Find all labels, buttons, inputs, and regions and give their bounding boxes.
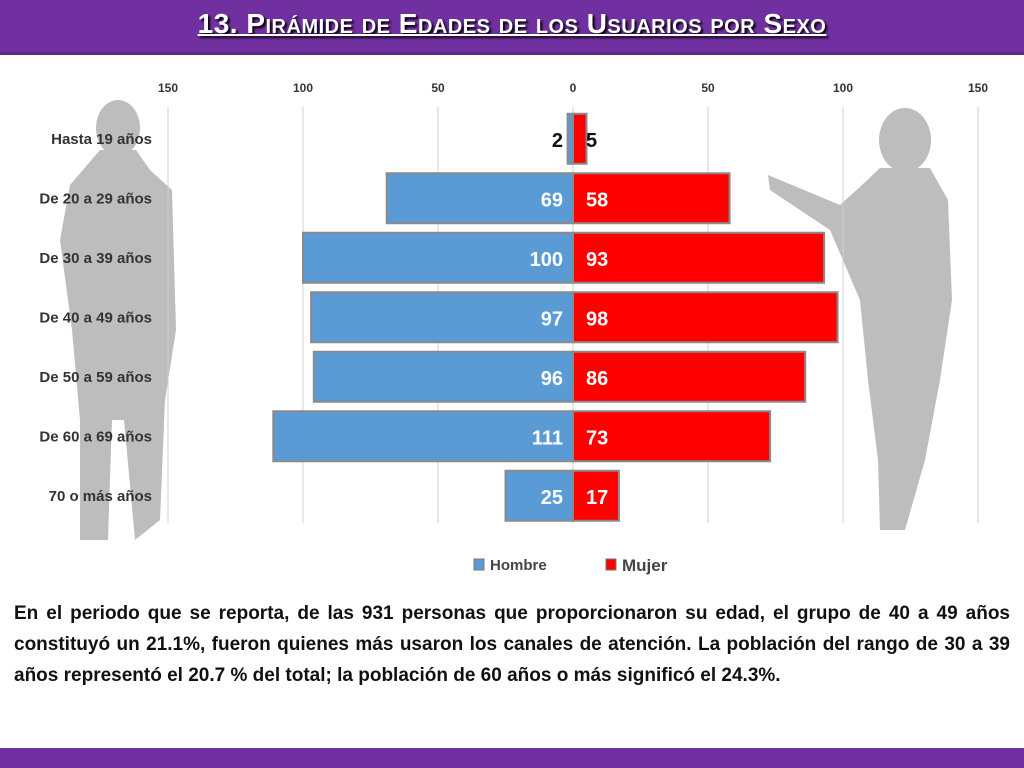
- legend-swatch-mujer: [605, 558, 617, 571]
- woman-silhouette-icon: [768, 108, 952, 530]
- mujer-bar: [572, 172, 731, 225]
- mujer-bar: [572, 291, 839, 344]
- x-tick-label: 0: [570, 81, 577, 95]
- hombre-bar: [385, 172, 575, 225]
- mujer-value-label: 58: [586, 189, 608, 211]
- mujer-bar: [572, 112, 588, 165]
- page-title-text: 13. Pirámide de Edades de los Usuarios p…: [197, 8, 827, 39]
- x-tick-label: 100: [293, 81, 313, 95]
- mujer-value-label: 5: [586, 130, 597, 152]
- category-label: De 50 a 59 años: [39, 369, 152, 386]
- age-pyramid-chart: 150 100 50 0 50 100 150 Hasta 19 años De 20 a 2…: [39, 81, 988, 575]
- header-bar: [0, 0, 1024, 52]
- x-tick-label: 50: [431, 81, 445, 95]
- hombre-value-label: 111: [532, 427, 563, 449]
- chart-category-labels: Hasta 19 años De 20 a 29 años De 30 a 39 a…: [39, 131, 152, 505]
- mujer-bar: [572, 469, 620, 522]
- hombre-bar: [272, 410, 574, 463]
- category-label: De 30 a 39 años: [39, 250, 152, 267]
- x-tick-label: 100: [833, 81, 853, 95]
- legend-label-mujer: Mujer: [622, 556, 668, 575]
- mujer-value-label: 73: [586, 427, 608, 449]
- mujer-bar: [572, 231, 826, 284]
- hombre-value-label: 96: [541, 368, 563, 390]
- summary-paragraph: En el periodo que se reporta, de las 931…: [14, 603, 1010, 686]
- hombre-value-label: 69: [541, 189, 563, 211]
- man-silhouette-icon: [60, 100, 176, 540]
- mujer-value-label: 93: [586, 249, 608, 271]
- hombre-bar: [302, 231, 574, 284]
- category-label: Hasta 19 años: [51, 131, 152, 148]
- hombre-value-label: 25: [541, 487, 563, 509]
- chart-legend: Hombre Mujer: [473, 556, 668, 575]
- x-tick-label: 150: [158, 81, 178, 95]
- footer-bar: [0, 748, 1024, 768]
- hombre-bar: [310, 291, 574, 344]
- page-title: 13. Pirámide de Edades de los Usuarios p…: [0, 8, 1024, 40]
- category-label: De 60 a 69 años: [39, 428, 152, 445]
- legend-swatch-hombre: [473, 558, 485, 571]
- legend-label-hombre: Hombre: [490, 557, 547, 574]
- chart-tick-labels: 150 100 50 0 50 100 150: [158, 81, 988, 95]
- hombre-value-label: 100: [530, 249, 563, 271]
- mujer-bar: [572, 350, 807, 403]
- mujer-bar: [572, 410, 772, 463]
- category-label: De 20 a 29 años: [39, 190, 152, 207]
- hombre-value-label: 97: [541, 308, 563, 330]
- mujer-value-label: 17: [586, 487, 608, 509]
- hombre-bar: [312, 350, 574, 403]
- hombre-value-label: 2: [552, 130, 563, 152]
- x-tick-label: 50: [701, 81, 715, 95]
- category-label: De 40 a 49 años: [39, 309, 152, 326]
- x-tick-label: 150: [968, 81, 988, 95]
- mujer-value-label: 86: [586, 368, 608, 390]
- category-label: 70 o más años: [49, 488, 152, 505]
- header-underline: [0, 52, 1024, 55]
- mujer-value-label: 98: [586, 308, 608, 330]
